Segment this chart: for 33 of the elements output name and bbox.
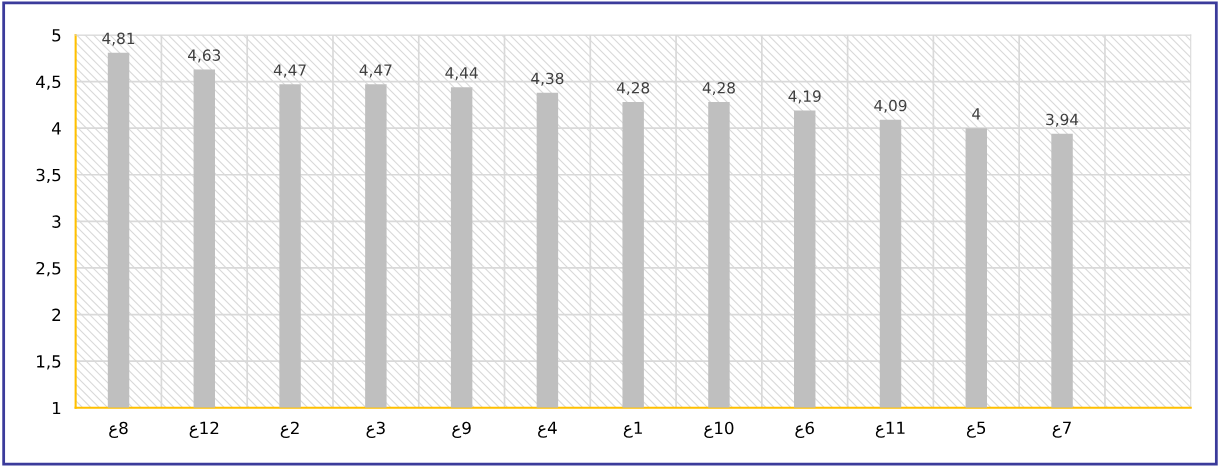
data-label: 4,44 xyxy=(445,67,478,81)
x-tick-label: ع4 xyxy=(538,421,557,438)
x-tick-label: ع12 xyxy=(189,421,219,439)
x-tick-label: ع2 xyxy=(280,421,299,439)
y-tick-label: 4,5 xyxy=(36,75,61,90)
y-tick-label: 3,5 xyxy=(36,168,61,184)
data-label: 4,38 xyxy=(531,72,564,86)
y-tick-label: 2,5 xyxy=(36,261,61,277)
data-label: 4,47 xyxy=(273,64,306,78)
x-tick-label: ع5 xyxy=(966,421,986,438)
x-tick-label: ع1 xyxy=(623,421,642,438)
x-tick-label: ع10 xyxy=(704,421,734,439)
y-tick-label: 3 xyxy=(52,215,61,228)
data-label: 4,28 xyxy=(702,81,735,96)
x-tick-label: ع11 xyxy=(875,421,905,438)
y-tick-label: 2 xyxy=(52,308,61,321)
y-tick-label: 4 xyxy=(51,122,61,135)
x-tick-label: ع9 xyxy=(452,421,471,439)
data-label: 4,09 xyxy=(874,99,907,113)
data-label: 4,19 xyxy=(788,90,821,104)
data-label: 4,81 xyxy=(102,32,135,46)
x-tick-label: ع8 xyxy=(109,421,128,439)
y-tick-label: 5 xyxy=(52,29,61,42)
data-label: 4,28 xyxy=(616,81,650,96)
x-tick-label: ع6 xyxy=(795,421,814,439)
data-label: 4,47 xyxy=(359,64,392,78)
x-tick-label: ع7 xyxy=(1052,421,1071,438)
data-label: 3,94 xyxy=(1046,113,1079,127)
data-label: 4 xyxy=(972,108,981,120)
y-tick-label: 1,5 xyxy=(37,355,61,370)
y-tick-label: 1 xyxy=(52,401,61,415)
data-label: 4,63 xyxy=(188,49,221,63)
x-tick-label: ع3 xyxy=(366,421,385,439)
